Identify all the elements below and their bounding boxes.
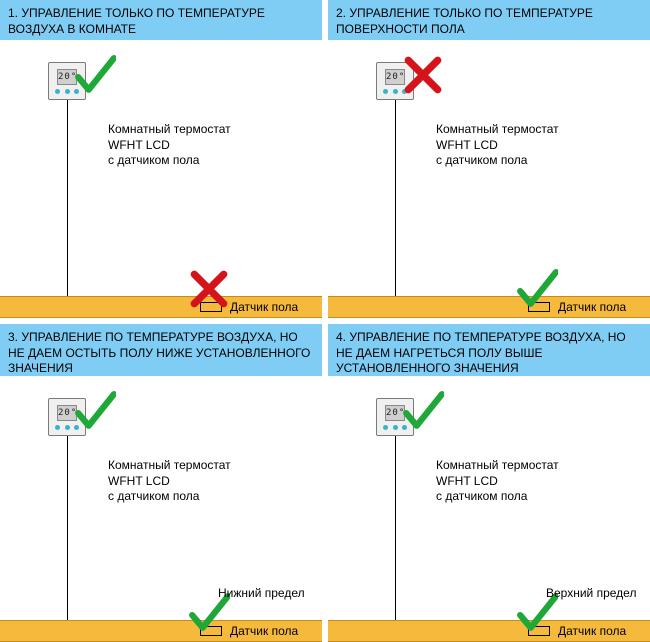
panel-title: 2. УПРАВЛЕНИЕ ТОЛЬКО ПО ТЕМПЕРАТУРЕ ПОВЕ…	[328, 0, 650, 40]
floor-sensor-label: Датчик пола	[230, 300, 298, 316]
panel-title: 3. УПРАВЛЕНИЕ ПО ТЕМПЕРАТУРЕ ВОЗДУХА, НО…	[0, 324, 322, 376]
floor-sensor-label: Датчик пола	[230, 624, 298, 640]
diagram-panel: 1. УПРАВЛЕНИЕ ТОЛЬКО ПО ТЕМПЕРАТУРЕ ВОЗД…	[0, 0, 322, 318]
thermostat-device: 20°	[48, 398, 86, 436]
floor-sensor	[528, 626, 550, 636]
diagram-panel: 4. УПРАВЛЕНИЕ ПО ТЕМПЕРАТУРЕ ВОЗДУХА, НО…	[328, 324, 650, 642]
thermostat-screen: 20°	[385, 69, 405, 85]
floor-sensor	[528, 302, 550, 312]
panel-title: 4. УПРАВЛЕНИЕ ПО ТЕМПЕРАТУРЕ ВОЗДУХА, НО…	[328, 324, 650, 376]
floor-sensor	[200, 626, 222, 636]
diagram-grid: 1. УПРАВЛЕНИЕ ТОЛЬКО ПО ТЕМПЕРАТУРЕ ВОЗД…	[0, 0, 650, 642]
thermostat-device: 20°	[48, 62, 86, 100]
floor-sensor-label: Датчик пола	[558, 300, 626, 316]
thermostat-screen: 20°	[57, 69, 77, 85]
thermostat-description: Комнатный термостат WFHT LCD с датчиком …	[436, 122, 559, 169]
wire-vertical	[395, 100, 396, 307]
thermostat-screen: 20°	[385, 405, 405, 421]
wire-vertical	[67, 100, 68, 307]
thermostat-description: Комнатный термостат WFHT LCD с датчиком …	[108, 458, 231, 505]
limit-label: Нижний предел	[218, 586, 305, 602]
panel-title: 1. УПРАВЛЕНИЕ ТОЛЬКО ПО ТЕМПЕРАТУРЕ ВОЗД…	[0, 0, 322, 40]
wire-vertical	[395, 436, 396, 631]
thermostat-screen: 20°	[57, 405, 77, 421]
thermostat-device: 20°	[376, 398, 414, 436]
limit-label: Верхний предел	[546, 586, 636, 602]
wire-vertical	[67, 436, 68, 631]
thermostat-description: Комнатный термостат WFHT LCD с датчиком …	[108, 122, 231, 169]
floor-sensor	[200, 302, 222, 312]
floor-sensor-label: Датчик пола	[558, 624, 626, 640]
thermostat-description: Комнатный термостат WFHT LCD с датчиком …	[436, 458, 559, 505]
diagram-panel: 3. УПРАВЛЕНИЕ ПО ТЕМПЕРАТУРЕ ВОЗДУХА, НО…	[0, 324, 322, 642]
diagram-panel: 2. УПРАВЛЕНИЕ ТОЛЬКО ПО ТЕМПЕРАТУРЕ ПОВЕ…	[328, 0, 650, 318]
thermostat-device: 20°	[376, 62, 414, 100]
